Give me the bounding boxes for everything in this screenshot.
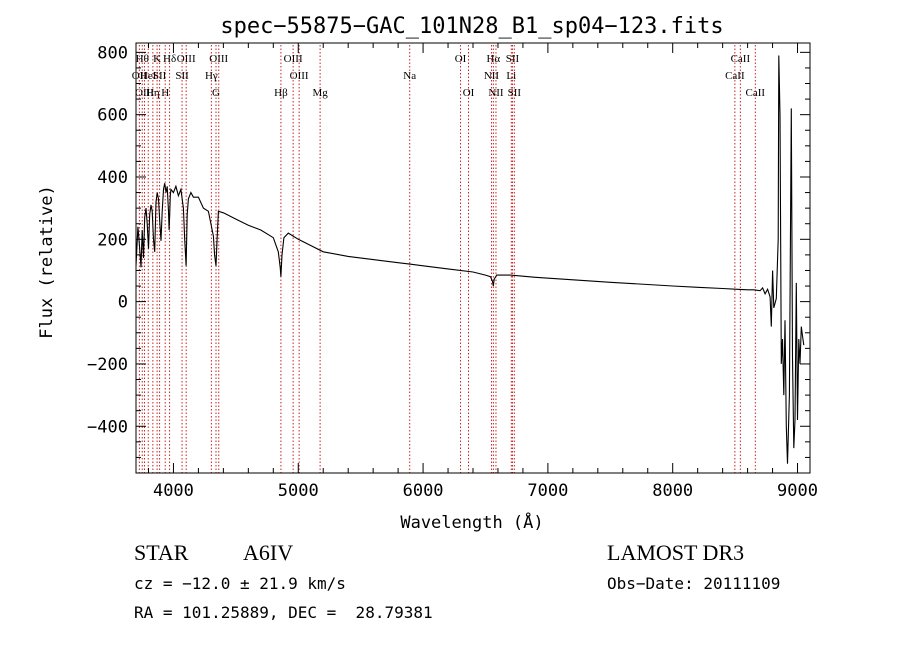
emission-line-label: SII <box>506 53 520 65</box>
emission-line-label: OIII <box>209 53 228 65</box>
emission-line-label: Hθ <box>136 53 149 65</box>
emission-line-label: Mg <box>312 87 328 99</box>
emission-line-label: K <box>153 53 161 65</box>
emission-line-label: Li <box>506 70 516 82</box>
y-axis-label: Flux (relative) <box>37 185 57 339</box>
emission-line-label: H <box>161 87 169 99</box>
emission-line-label: Na <box>403 70 416 82</box>
emission-lines <box>138 45 756 473</box>
emission-line-label: NII <box>488 87 504 99</box>
x-tick-label: 9000 <box>777 481 818 501</box>
axes <box>135 42 811 474</box>
x-tick-label: 5000 <box>278 481 319 501</box>
y-tick-label: −400 <box>87 417 128 437</box>
emission-line-label: HeI <box>140 70 157 82</box>
survey-name: LAMOST DR3 <box>607 540 745 565</box>
emission-line-label: NII <box>484 70 500 82</box>
emission-line-label: Hα <box>486 53 500 65</box>
plot-frame <box>135 42 811 474</box>
chart-title: spec−55875−GAC_101N28_B1_sp04−123.fits <box>220 14 723 39</box>
emission-line-label: G <box>212 87 220 99</box>
spectrum-line <box>135 55 805 464</box>
coordinates-text: RA = 101.25889, DEC = 28.79381 <box>134 603 433 622</box>
y-tick-label: 200 <box>97 230 128 250</box>
emission-line-label: Hδ <box>163 53 176 65</box>
emission-line-label: Hγ <box>205 70 218 82</box>
y-tick-label: 0 <box>118 293 128 313</box>
emission-line-label: CaII <box>731 53 751 65</box>
x-tick-label: 8000 <box>652 481 693 501</box>
emission-line-label: OIII <box>135 87 154 99</box>
emission-line-label: CaII <box>725 70 745 82</box>
obs-date-text: Obs−Date: 20111109 <box>607 574 781 593</box>
emission-line-label: SII <box>508 87 522 99</box>
x-ticks: 4000 5000 6000 7000 8000 9000 <box>147 43 818 501</box>
emission-line-label: Hβ <box>274 87 288 99</box>
redshift-text: cz = −12.0 ± 21.9 km/s <box>134 574 346 593</box>
emission-line-label: Hη <box>146 87 160 99</box>
object-subclass: A6IV <box>243 540 294 565</box>
y-ticks: −400 −200 0 200 400 600 800 <box>87 43 810 458</box>
emission-line-label: CaII <box>746 87 766 99</box>
x-tick-label: 7000 <box>527 481 568 501</box>
emission-line-label: OIII <box>284 53 303 65</box>
object-class: STAR <box>134 540 189 565</box>
line-labels: OIIHθOIIIHeIHηKSIIHHδSIIOIIIHγGOIIIHβOII… <box>132 53 766 99</box>
emission-line-label: OIII <box>290 70 309 82</box>
emission-line-label: SII <box>153 70 167 82</box>
x-axis-label: Wavelength (Å) <box>400 511 543 533</box>
emission-line-label: SII <box>175 70 189 82</box>
y-tick-label: 400 <box>97 168 128 188</box>
y-tick-label: 600 <box>97 106 128 126</box>
emission-line-label: OI <box>463 87 475 99</box>
emission-line-label: OIII <box>177 53 196 65</box>
y-tick-label: −200 <box>87 355 128 375</box>
x-tick-label: 4000 <box>153 481 194 501</box>
x-tick-label: 6000 <box>403 481 444 501</box>
y-tick-label: 800 <box>97 43 128 63</box>
emission-line-label: OI <box>455 53 467 65</box>
